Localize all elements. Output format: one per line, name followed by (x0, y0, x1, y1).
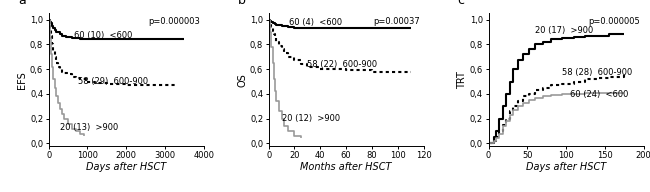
Text: 58 (29)  600-900: 58 (29) 600-900 (78, 77, 148, 86)
Y-axis label: OS: OS (237, 73, 247, 87)
Y-axis label: EFS: EFS (17, 71, 27, 89)
Text: p=0.000003: p=0.000003 (149, 17, 201, 26)
Text: 58 (22)  600-900: 58 (22) 600-900 (307, 60, 378, 69)
Text: c: c (458, 0, 465, 7)
Text: 58 (28)  600-900: 58 (28) 600-900 (562, 68, 632, 77)
Text: b: b (238, 0, 246, 7)
X-axis label: Months after HSCT: Months after HSCT (300, 162, 392, 172)
X-axis label: Days after HSCT: Days after HSCT (86, 162, 166, 172)
Text: 60 (10)  <600: 60 (10) <600 (74, 31, 133, 40)
Y-axis label: TRT: TRT (457, 71, 467, 89)
Text: 20 (13)  >900: 20 (13) >900 (60, 123, 118, 132)
Text: 60 (4)  <600: 60 (4) <600 (289, 18, 343, 27)
Text: 20 (17)  >900: 20 (17) >900 (535, 26, 593, 35)
Text: p=0.000005: p=0.000005 (589, 17, 640, 26)
Text: p=0.00037: p=0.00037 (374, 17, 421, 26)
Text: 60 (24)  <600: 60 (24) <600 (570, 90, 629, 99)
Text: 20 (12)  >900: 20 (12) >900 (281, 114, 340, 123)
Text: a: a (18, 0, 25, 7)
X-axis label: Days after HSCT: Days after HSCT (526, 162, 606, 172)
